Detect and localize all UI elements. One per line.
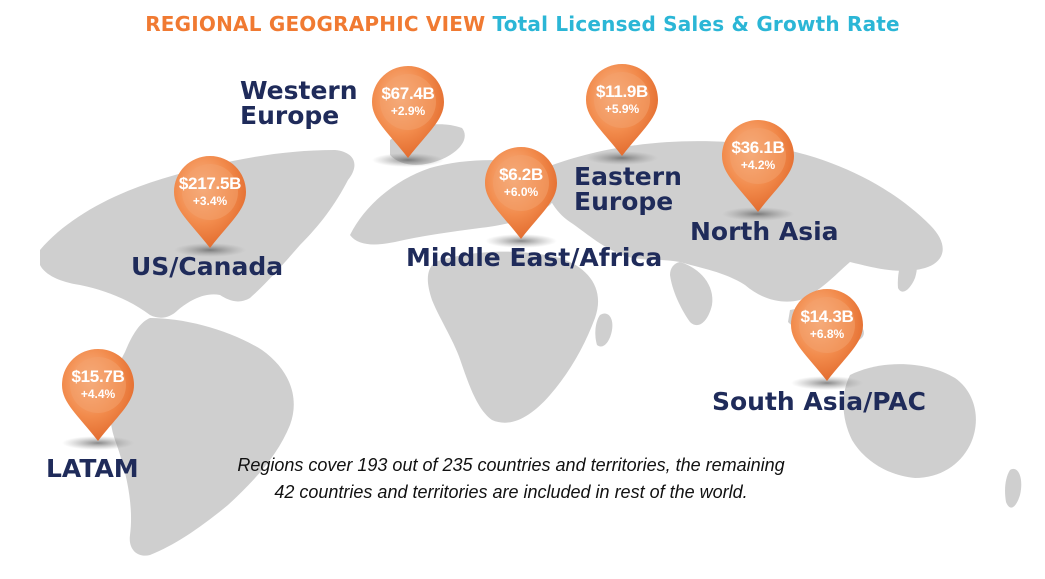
region-name: US/Canada	[131, 252, 284, 281]
title-part-1: REGIONAL GEOGRAPHIC VIEW	[145, 12, 486, 36]
region-growth-rate: +5.9%	[604, 102, 640, 116]
region-name: South Asia/PAC	[712, 387, 926, 416]
location-pin-icon: $36.1B +4.2%	[718, 116, 798, 228]
region-sales-value: $11.9B	[595, 82, 649, 101]
location-pin-icon: $14.3B +6.8%	[787, 285, 867, 397]
japan-landmass	[897, 253, 917, 292]
coverage-note-line-1: Regions cover 193 out of 235 countries a…	[237, 455, 785, 475]
coverage-note-line-2: 42 countries and territories are include…	[274, 482, 748, 502]
location-pin-icon: $11.9B +5.9%	[582, 60, 662, 172]
region-sales-value: $15.7B	[71, 367, 125, 386]
region-growth-rate: +6.8%	[809, 327, 845, 341]
location-pin-icon: $15.7B +4.4%	[58, 345, 138, 457]
africa-landmass	[427, 251, 599, 423]
coverage-note: Regions cover 193 out of 235 countries a…	[196, 452, 826, 506]
north-america-landmass	[40, 150, 355, 318]
region-growth-rate: +2.9%	[390, 104, 426, 118]
region-name: LATAM	[46, 454, 139, 483]
asia-landmass	[540, 141, 943, 302]
region-name: North Asia	[690, 217, 839, 246]
region-sales-value: $36.1B	[731, 138, 785, 157]
location-pin-icon: $67.4B +2.9%	[368, 62, 448, 174]
region-sales-value: $67.4B	[381, 84, 435, 103]
region-name: Middle East/Africa	[406, 243, 663, 272]
region-name: Eastern Europe	[574, 162, 682, 216]
india-landmass	[670, 262, 713, 326]
madagascar-landmass	[595, 313, 613, 347]
region-growth-rate: +3.4%	[192, 194, 228, 208]
south-america-landmass	[109, 318, 294, 556]
region-growth-rate: +4.4%	[80, 387, 116, 401]
region-name: Western Europe	[240, 76, 358, 130]
new-zealand-landmass	[1005, 468, 1022, 508]
location-pin-icon: $217.5B +3.4%	[170, 152, 250, 264]
australia-landmass	[843, 364, 976, 478]
region-sales-value: $6.2B	[499, 165, 543, 184]
region-sales-value: $217.5B	[178, 174, 242, 193]
title-part-2: Total Licensed Sales & Growth Rate	[492, 12, 900, 36]
page-title: REGIONAL GEOGRAPHIC VIEW Total Licensed …	[0, 12, 1045, 36]
region-growth-rate: +6.0%	[503, 185, 539, 199]
location-pin-icon: $6.2B +6.0%	[481, 143, 561, 255]
region-growth-rate: +4.2%	[740, 158, 776, 172]
region-sales-value: $14.3B	[800, 307, 854, 326]
